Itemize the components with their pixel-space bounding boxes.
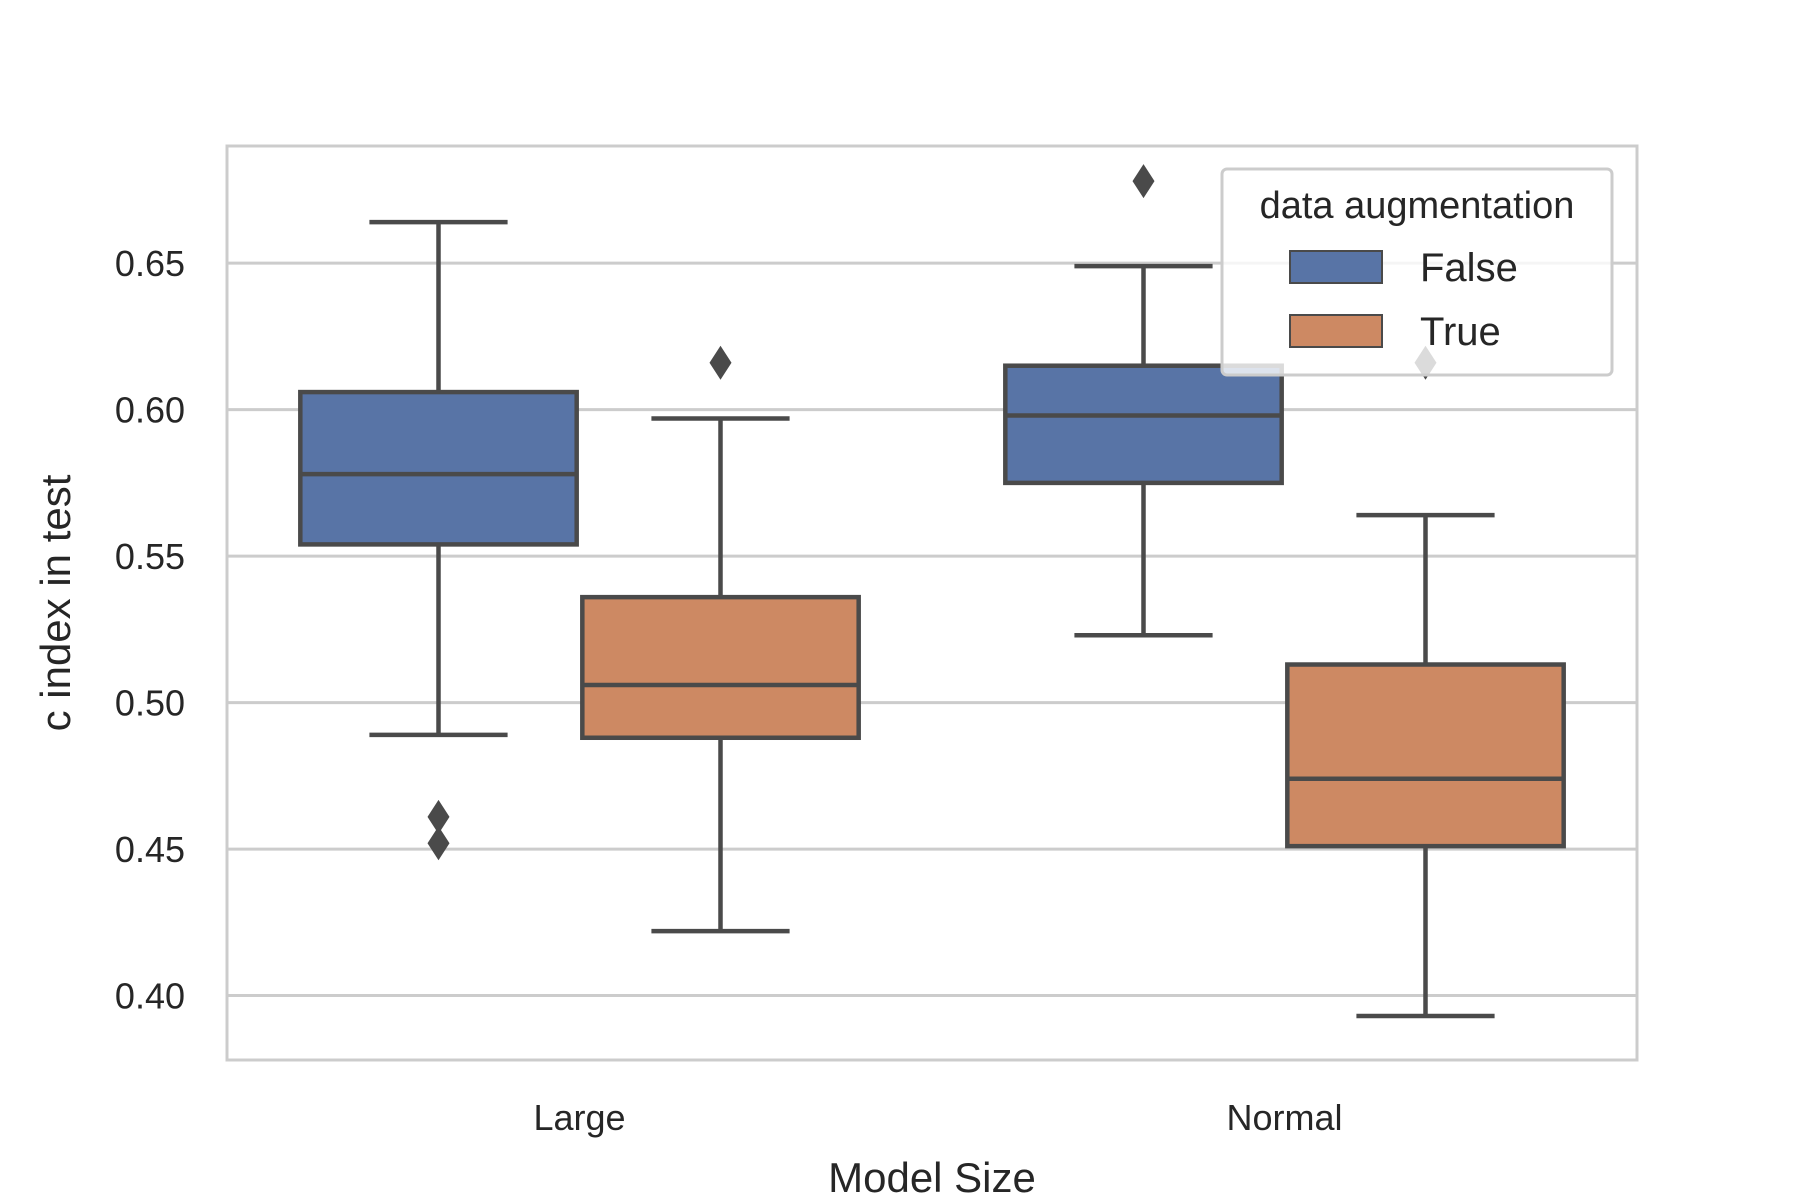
- outlier-point: [427, 826, 450, 861]
- legend-swatch: [1289, 250, 1383, 284]
- x-axis-label: Model Size: [828, 1154, 1036, 1200]
- y-axis-label: c index in test: [32, 474, 79, 731]
- iqr-box: [298, 389, 579, 547]
- legend-swatch: [1289, 314, 1383, 348]
- y-tick-label: 0.45: [115, 829, 185, 870]
- legend-label: True: [1420, 310, 1501, 354]
- x-tick-label: Normal: [1226, 1097, 1342, 1138]
- y-tick-label: 0.50: [115, 683, 185, 724]
- legend-title: data augmentation: [1260, 185, 1575, 227]
- box-plot-boxes: [298, 164, 1566, 1019]
- y-tick-label: 0.60: [115, 390, 185, 431]
- y-tick-label: 0.55: [115, 536, 185, 577]
- box-large-true: [580, 345, 861, 934]
- iqr-box: [1285, 662, 1566, 849]
- outlier-point: [709, 345, 732, 380]
- x-tick-labels: Large Normal: [533, 1097, 1342, 1138]
- box-normal-true: [1285, 345, 1566, 1019]
- y-tick-labels: 0.40 0.45 0.50 0.55 0.60 0.65: [115, 243, 185, 1016]
- outlier-point: [427, 799, 450, 834]
- y-tick-label: 0.65: [115, 243, 185, 284]
- plot-frame: [225, 144, 1639, 1062]
- y-tick-label: 0.40: [115, 976, 185, 1017]
- box-normal-false: [1003, 164, 1284, 638]
- x-tick-label: Large: [533, 1097, 625, 1138]
- iqr-box: [1003, 363, 1284, 486]
- box-large-false: [298, 219, 579, 861]
- legend-label: False: [1420, 246, 1518, 290]
- legend: data augmentation False True: [1220, 167, 1614, 377]
- outlier-point: [1132, 164, 1155, 199]
- iqr-box: [580, 594, 861, 741]
